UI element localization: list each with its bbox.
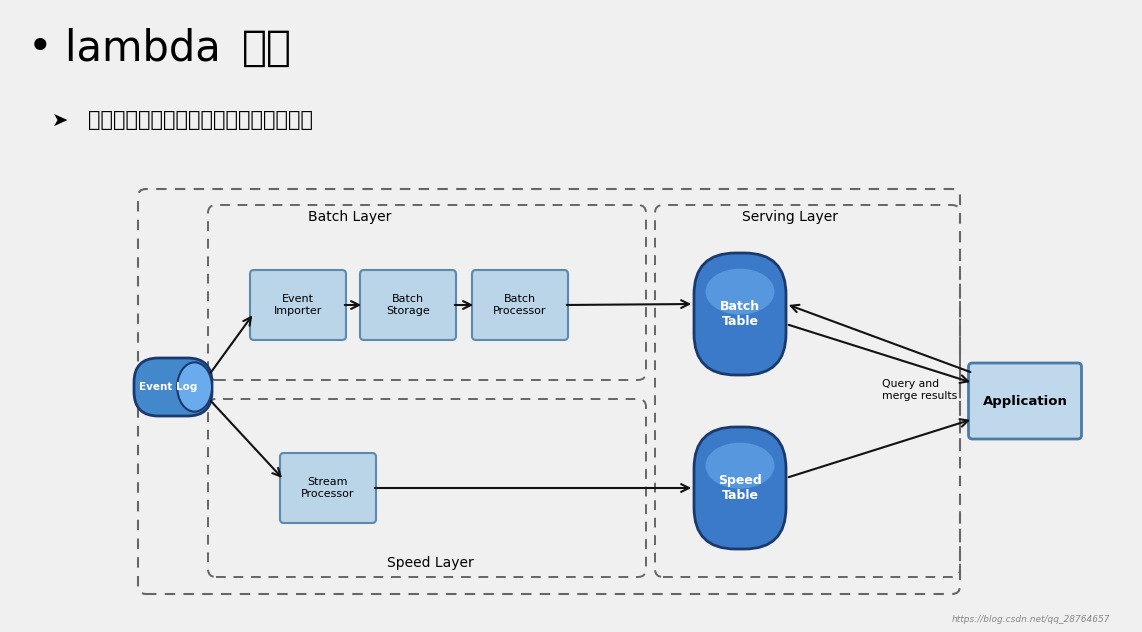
FancyBboxPatch shape	[280, 453, 376, 523]
Text: Batch
Processor: Batch Processor	[493, 295, 547, 316]
FancyBboxPatch shape	[134, 358, 212, 416]
Text: 用两套系统，同时保证低延迟和结果准确: 用两套系统，同时保证低延迟和结果准确	[88, 110, 313, 130]
Text: Batch Layer: Batch Layer	[308, 210, 392, 224]
Text: Speed Layer: Speed Layer	[387, 556, 474, 570]
Text: https://blog.csdn.net/qq_28764657: https://blog.csdn.net/qq_28764657	[951, 615, 1110, 624]
FancyBboxPatch shape	[694, 253, 786, 375]
Ellipse shape	[706, 442, 774, 489]
FancyBboxPatch shape	[250, 270, 346, 340]
Text: Batch
Table: Batch Table	[719, 300, 761, 328]
Ellipse shape	[177, 362, 212, 411]
Ellipse shape	[706, 269, 774, 315]
Text: Stream
Processor: Stream Processor	[301, 477, 355, 499]
Text: •: •	[29, 27, 53, 69]
Text: ➤: ➤	[53, 112, 69, 131]
FancyBboxPatch shape	[360, 270, 456, 340]
Text: lambda: lambda	[65, 27, 234, 69]
Text: Event
Importer: Event Importer	[274, 295, 322, 316]
FancyBboxPatch shape	[694, 427, 786, 549]
Text: Event Log: Event Log	[139, 382, 198, 392]
FancyBboxPatch shape	[472, 270, 568, 340]
Text: 架构: 架构	[242, 27, 292, 69]
Text: Serving Layer: Serving Layer	[742, 210, 838, 224]
Text: Query and
merge results: Query and merge results	[882, 379, 957, 401]
Text: Speed
Table: Speed Table	[718, 474, 762, 502]
Text: Application: Application	[982, 394, 1068, 408]
FancyBboxPatch shape	[968, 363, 1081, 439]
Text: Batch
Storage: Batch Storage	[386, 295, 429, 316]
